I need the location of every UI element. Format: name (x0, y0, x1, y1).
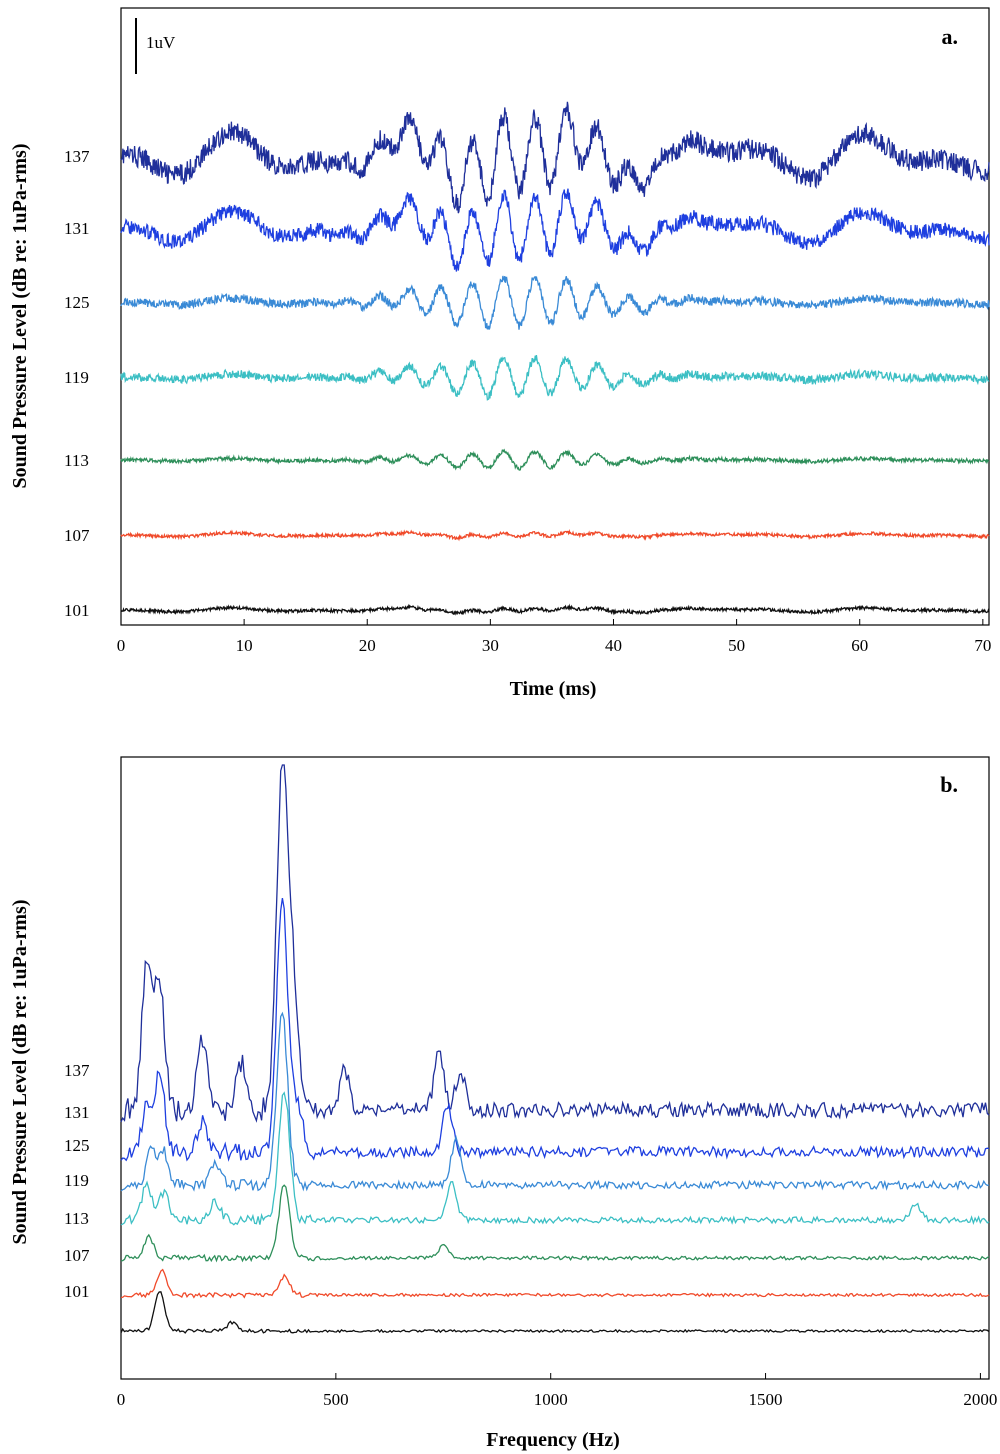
series-line-a-113 (120, 448, 990, 471)
x-tick-label-b: 0 (117, 1390, 126, 1409)
y-tick-label-b: 125 (64, 1136, 90, 1155)
series-line-b-119 (120, 1091, 990, 1226)
y-tick-label-a: 119 (64, 368, 89, 387)
y-tick-label-b: 119 (64, 1171, 89, 1190)
x-tick-label-b: 1000 (534, 1390, 568, 1409)
panel-a: 137 131 125 119 113 107 101 0 10 20 30 40 50 60 70 1u… (9, 7, 991, 700)
plot-frame-a (120, 7, 990, 626)
x-ticks-a: 0 10 20 30 40 50 60 70 (117, 619, 991, 655)
series-line-a-119 (120, 355, 990, 401)
y-tick-label-b: 131 (64, 1103, 90, 1122)
x-tick-label-b: 2000 (963, 1390, 997, 1409)
y-axis-title-b: Sound Pressure Level (dB re: 1uPa-rms) (9, 900, 31, 1245)
series-line-b-131 (120, 897, 990, 1162)
series-line-a-137 (120, 101, 990, 214)
x-tick-label-a: 10 (236, 636, 253, 655)
panel-label-b: b. (940, 772, 958, 797)
plot-frame-b (120, 756, 990, 1380)
series-line-b-113 (120, 1184, 990, 1263)
y-tick-labels-a: 137 131 125 119 113 107 101 (64, 147, 90, 620)
panel-b: 137 131 125 119 113 107 101 0 500 1000 1500 2000 b… (9, 756, 997, 1451)
series-line-b-107 (120, 1268, 990, 1299)
series-line-a-107 (120, 529, 990, 542)
scale-bar-label: 1uV (146, 33, 176, 52)
y-tick-label-b: 107 (64, 1246, 90, 1265)
series-line-a-125 (120, 275, 990, 330)
x-tick-label-a: 0 (117, 636, 126, 655)
y-tick-label-a: 137 (64, 147, 90, 166)
y-tick-label-b: 113 (64, 1209, 89, 1228)
x-axis-title-a: Time (ms) (510, 678, 597, 700)
y-tick-label-b: 101 (64, 1282, 90, 1301)
panel-label-a: a. (942, 24, 959, 49)
x-tick-label-a: 70 (974, 636, 991, 655)
y-tick-label-a: 101 (64, 601, 90, 620)
x-ticks-b: 0 500 1000 1500 2000 (117, 1373, 997, 1409)
series-line-a-101 (120, 603, 990, 616)
y-tick-labels-b: 137 131 125 119 113 107 101 (64, 1061, 90, 1301)
series-group-b (120, 764, 990, 1334)
x-tick-label-a: 20 (359, 636, 376, 655)
y-tick-label-a: 125 (64, 293, 90, 312)
series-line-b-125 (120, 1011, 990, 1192)
x-tick-label-a: 60 (851, 636, 868, 655)
x-tick-label-b: 1500 (749, 1390, 783, 1409)
series-line-b-101 (120, 1291, 990, 1334)
y-tick-label-a: 131 (64, 219, 90, 238)
x-tick-label-a: 40 (605, 636, 622, 655)
series-line-b-137 (120, 764, 990, 1123)
y-tick-label-a: 107 (64, 526, 90, 545)
series-line-a-131 (120, 188, 990, 272)
series-group-a (120, 101, 990, 616)
x-tick-label-a: 30 (482, 636, 499, 655)
y-tick-label-b: 137 (64, 1061, 90, 1080)
y-tick-label-a: 113 (64, 451, 89, 470)
y-axis-title-a: Sound Pressure Level (dB re: 1uPa-rms) (9, 144, 31, 489)
x-axis-title-b: Frequency (Hz) (486, 1429, 620, 1451)
x-tick-label-a: 50 (728, 636, 745, 655)
x-tick-label-b: 500 (323, 1390, 349, 1409)
